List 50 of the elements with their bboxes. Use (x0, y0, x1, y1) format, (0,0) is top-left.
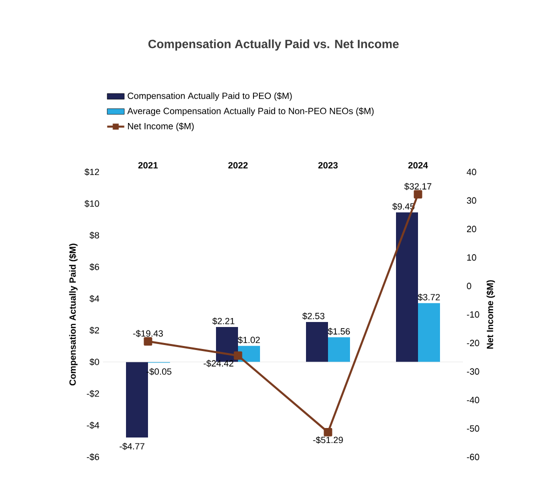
x-tick-label: 2024 (408, 162, 428, 168)
bar (328, 337, 350, 362)
data-label: $3.72 (418, 294, 440, 301)
y-tick-label: -$6 (86, 453, 100, 461)
legend-label: Compensation Actually Paid to PEO ($M) (128, 92, 292, 101)
y-tick-label: $10 (84, 200, 100, 208)
data-label: $1.56 (328, 328, 350, 336)
point (144, 337, 152, 346)
chart-title: Compensation Actually Paid vs. Net Income (148, 39, 399, 51)
data-label: -$24.42 (204, 360, 234, 368)
x-tick-label: 2021 (138, 162, 158, 168)
y-tick-label: $4 (90, 295, 100, 302)
y2-tick-label: -50 (466, 425, 480, 432)
y-axis-title: Compensation Actually Paid ($M) (69, 244, 78, 386)
bar (396, 212, 418, 362)
point (234, 351, 242, 360)
data-label: $2.21 (212, 318, 234, 325)
y-tick-label: $12 (84, 168, 100, 176)
legend-label: Average Compensation Actually Paid to Non-PEO NEOs ($M) (127, 107, 374, 116)
data-label: $32.17 (404, 182, 432, 190)
bar (306, 322, 328, 362)
bar (418, 303, 440, 362)
data-label: -$4.77 (120, 442, 144, 450)
x-tick-label: 2022 (228, 162, 248, 168)
y2-axis-title: Net Income ($M) (486, 280, 495, 349)
y-tick-label: -$4 (86, 422, 100, 429)
y2-tick-label: 0 (466, 282, 472, 290)
y-tick-label: $2 (90, 326, 100, 334)
legend-label: Net Income ($M) (128, 122, 194, 132)
y2-tick-label: -30 (466, 368, 480, 375)
y-tick-label: -$2 (86, 390, 100, 398)
y2-tick-label: -60 (466, 454, 480, 460)
y-tick-label: $0 (90, 358, 100, 366)
data-label: -$19.43 (133, 330, 163, 338)
y2-tick-label: 30 (466, 197, 476, 204)
data-label: -$51.29 (313, 436, 343, 444)
y2-tick-label: 40 (466, 168, 476, 176)
point (324, 428, 332, 436)
y2-tick-label: 20 (466, 226, 476, 232)
y-tick-label: $8 (90, 232, 100, 239)
y2-tick-label: -40 (466, 396, 480, 404)
bar (126, 362, 148, 438)
y2-tick-label: -20 (466, 340, 480, 346)
data-label: $2.53 (302, 312, 324, 320)
data-label: $1.02 (238, 336, 260, 344)
point (414, 190, 422, 199)
y-tick-label: $6 (90, 263, 100, 271)
x-tick-label: 2023 (318, 162, 338, 168)
y2-tick-label: 10 (467, 254, 476, 261)
y2-tick-label: -10 (466, 311, 480, 318)
